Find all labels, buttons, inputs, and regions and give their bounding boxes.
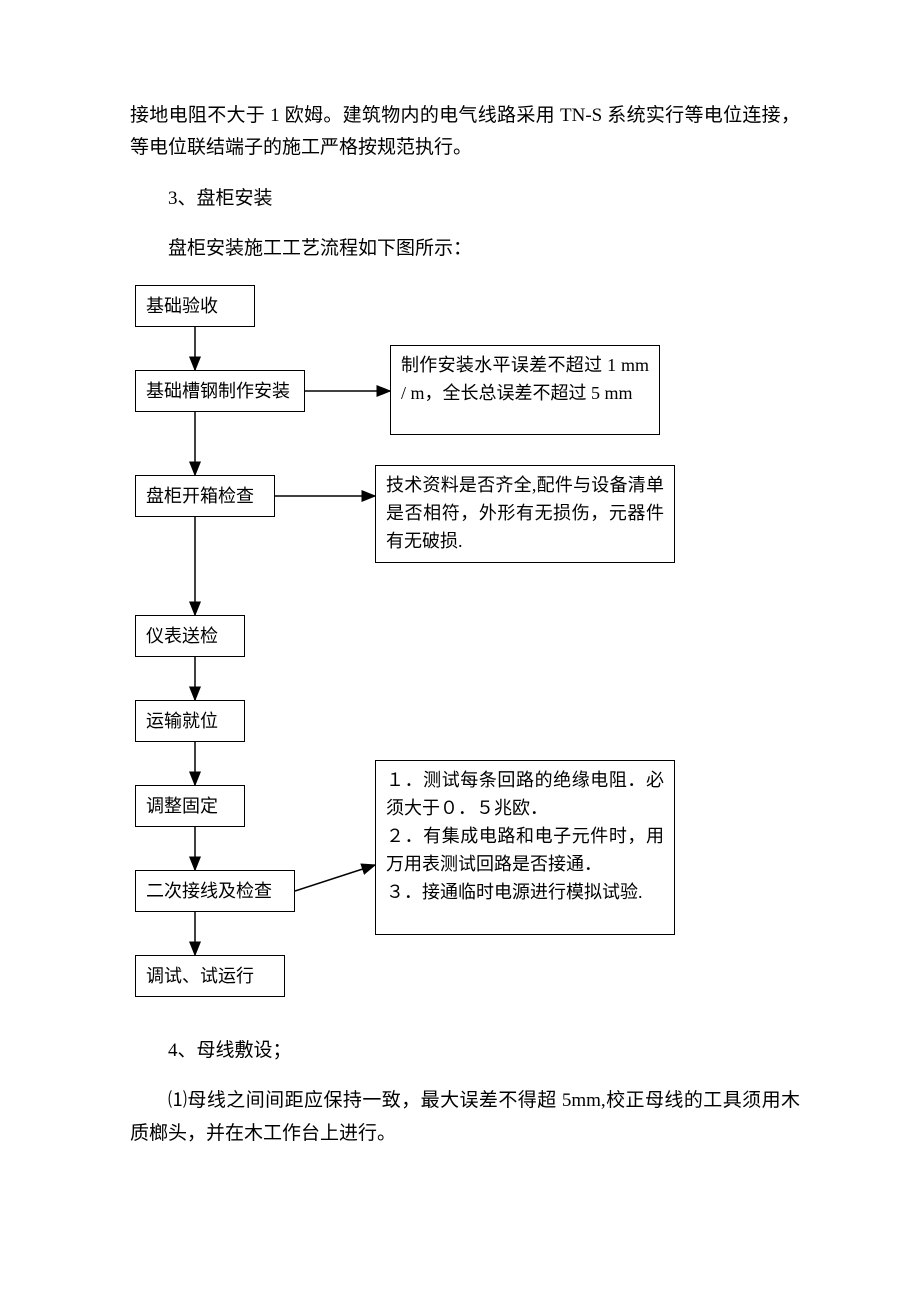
heading-4: 4、母线敷设； [130,1035,800,1067]
flow-node-n7: 二次接线及检查 [135,870,295,912]
flow-node-n3: 盘柜开箱检查 [135,475,275,517]
flow-note-note2: 技术资料是否齐全,配件与设备清单是否相符，外形有无损伤，元器件有无破损. [375,465,675,563]
flow-node-n6: 调整固定 [135,785,245,827]
flow-note-note1: 制作安装水平误差不超过 1 mm / m，全长总误差不超过 5 mm [390,345,660,435]
flow-node-n5: 运输就位 [135,700,245,742]
flow-node-n1: 基础验收 [135,285,255,327]
flowchart-container: 基础验收基础槽钢制作安装盘柜开箱检查仪表送检运输就位调整固定二次接线及检查调试、… [125,285,785,1005]
flow-note-note3: １．测试每条回路的绝缘电阻．必须大于０．５兆欧． ２．有集成电路和电子元件时，用… [375,760,675,935]
flow-node-n4: 仪表送检 [135,615,245,657]
flow-node-n8: 调试、试运行 [135,955,285,997]
document-page: 接地电阻不大于 1 欧姆。建筑物内的电气线路采用 TN-S 系统实行等电位连接，… [0,0,920,1228]
paragraph-3: 盘柜安装施工工艺流程如下图所示： [130,233,800,265]
flow-node-n2: 基础槽钢制作安装 [135,370,305,412]
paragraph-1: 接地电阻不大于 1 欧姆。建筑物内的电气线路采用 TN-S 系统实行等电位连接，… [130,100,800,165]
heading-3: 3、盘柜安装 [130,183,800,215]
paragraph-5: ⑴母线之间间距应保持一致，最大误差不得超 5mm,校正母线的工具须用木质榔头，并… [130,1085,800,1150]
